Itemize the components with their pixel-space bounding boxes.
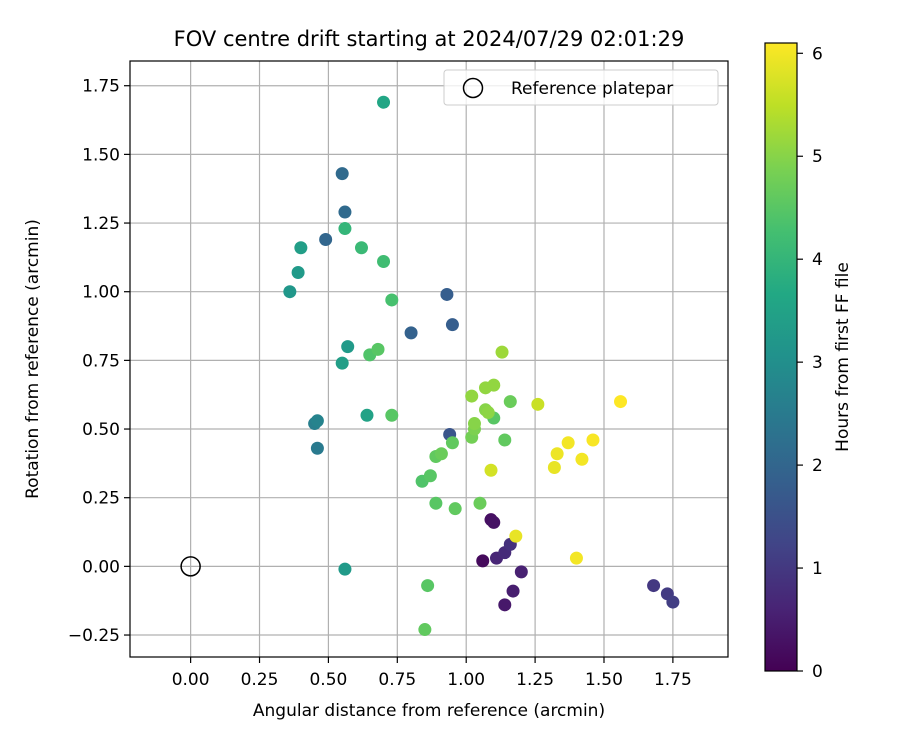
x-tick-label: 1.00 bbox=[447, 670, 485, 690]
colorbar-tick-label: 0 bbox=[812, 662, 823, 682]
data-point bbox=[561, 436, 575, 450]
colorbar-tick-label: 6 bbox=[812, 44, 823, 64]
y-tick-label: 1.75 bbox=[82, 77, 120, 97]
chart-title: FOV centre drift starting at 2024/07/29 … bbox=[174, 27, 685, 51]
y-tick-label: 0.00 bbox=[82, 557, 120, 577]
y-tick-label: 1.25 bbox=[82, 214, 120, 234]
data-point bbox=[569, 551, 583, 565]
data-point bbox=[575, 452, 589, 466]
data-point bbox=[341, 340, 355, 354]
colorbar-tick-label: 2 bbox=[812, 456, 823, 476]
data-point bbox=[647, 579, 661, 593]
x-tick-label: 0.50 bbox=[309, 670, 347, 690]
x-tick-label: 1.25 bbox=[516, 670, 554, 690]
y-tick-label: 1.50 bbox=[82, 145, 120, 165]
data-point bbox=[465, 389, 479, 403]
data-point bbox=[385, 408, 399, 422]
colorbar-frame bbox=[764, 42, 798, 672]
data-point bbox=[429, 496, 443, 510]
data-point bbox=[338, 205, 352, 219]
data-point bbox=[498, 598, 512, 612]
legend-label-reference: Reference platepar bbox=[511, 79, 673, 99]
x-tick-label: 1.75 bbox=[654, 670, 692, 690]
y-axis-label: Rotation from reference (arcmin) bbox=[23, 219, 43, 499]
data-point bbox=[509, 529, 523, 543]
data-point bbox=[448, 502, 462, 516]
data-point bbox=[294, 241, 308, 255]
data-point bbox=[550, 447, 564, 461]
data-point bbox=[338, 562, 352, 576]
data-point bbox=[467, 417, 481, 431]
legend: Reference platepar bbox=[443, 69, 719, 106]
legend-box bbox=[443, 69, 719, 106]
data-point bbox=[445, 436, 459, 450]
data-point bbox=[291, 265, 305, 279]
reference-platepar-marker bbox=[180, 556, 201, 577]
data-point bbox=[423, 469, 437, 483]
colorbar: 0 1 2 3 4 5 6 Hours from first FF file bbox=[764, 42, 853, 682]
plot-frame bbox=[129, 60, 729, 658]
data-point bbox=[487, 515, 501, 529]
x-tick-label: 0.25 bbox=[241, 670, 279, 690]
colorbar-ticks: 0 1 2 3 4 5 6 bbox=[797, 44, 823, 682]
data-point bbox=[310, 441, 324, 455]
data-point bbox=[586, 433, 600, 447]
data-point bbox=[354, 241, 368, 255]
data-point bbox=[547, 460, 561, 474]
data-point bbox=[335, 356, 349, 370]
data-point bbox=[666, 595, 680, 609]
data-point bbox=[360, 408, 374, 422]
colorbar-gradient bbox=[765, 43, 797, 671]
data-point bbox=[514, 565, 528, 579]
data-point bbox=[371, 342, 385, 356]
x-tick-label: 0.00 bbox=[172, 670, 210, 690]
colorbar-label: Hours from first FF file bbox=[833, 262, 853, 452]
colorbar-tick-label: 1 bbox=[812, 559, 823, 579]
data-point bbox=[335, 167, 349, 181]
y-tick-label: 0.50 bbox=[82, 420, 120, 440]
data-point bbox=[503, 395, 517, 409]
data-point bbox=[421, 579, 435, 593]
data-point bbox=[531, 397, 545, 411]
grid bbox=[130, 61, 728, 657]
data-point bbox=[484, 463, 498, 477]
data-point bbox=[498, 433, 512, 447]
data-point bbox=[310, 414, 324, 428]
data-point bbox=[319, 233, 333, 247]
axis-ticks: 0.00 0.25 0.50 0.75 1.00 1.25 1.50 1.75 −0.25 0.0… bbox=[68, 77, 692, 690]
data-point bbox=[377, 254, 391, 268]
data-point bbox=[404, 326, 418, 340]
data-point bbox=[487, 378, 501, 392]
data-point bbox=[614, 395, 628, 409]
colorbar-tick-label: 4 bbox=[812, 250, 823, 270]
data-point bbox=[434, 447, 448, 461]
y-tick-label: 1.00 bbox=[82, 283, 120, 303]
x-tick-label: 0.75 bbox=[378, 670, 416, 690]
x-axis-label: Angular distance from reference (arcmin) bbox=[253, 701, 605, 721]
data-point bbox=[495, 345, 509, 359]
x-tick-label: 1.50 bbox=[585, 670, 623, 690]
data-point bbox=[338, 222, 352, 236]
data-point bbox=[377, 95, 391, 109]
data-point bbox=[481, 406, 495, 420]
data-point bbox=[440, 287, 454, 301]
data-points bbox=[180, 95, 680, 637]
data-point bbox=[473, 496, 487, 510]
colorbar-tick-label: 5 bbox=[812, 147, 823, 167]
y-tick-label: −0.25 bbox=[68, 626, 120, 646]
data-point bbox=[445, 318, 459, 332]
colorbar-tick-label: 3 bbox=[812, 353, 823, 373]
data-point bbox=[283, 285, 297, 299]
y-tick-label: 0.25 bbox=[82, 489, 120, 509]
data-point bbox=[476, 554, 490, 568]
data-point bbox=[385, 293, 399, 307]
y-tick-label: 0.75 bbox=[82, 351, 120, 371]
legend-marker-reference bbox=[462, 77, 484, 99]
data-point bbox=[418, 623, 432, 637]
data-point bbox=[506, 584, 520, 598]
